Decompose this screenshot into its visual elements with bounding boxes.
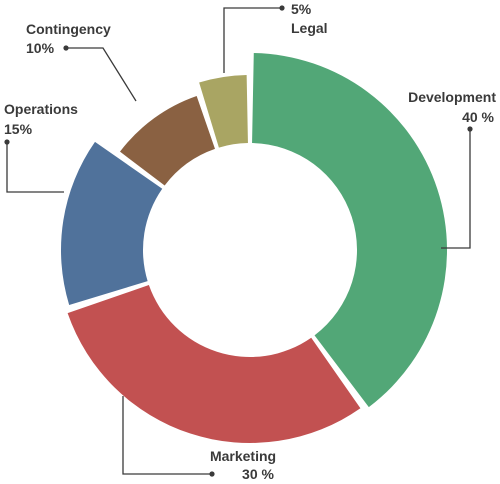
leader-line-marketing [122,396,212,475]
leader-dot-development [467,126,473,132]
label-operations-name: Operations [4,101,78,117]
slice-legal [199,75,248,148]
label-contingency-value: 10% [26,40,55,56]
slice-contingency [119,95,215,186]
leader-lines-group [4,5,473,477]
label-operations-value: 15% [4,121,33,137]
label-marketing-value: 30 % [242,466,274,482]
label-development-value: 40 % [462,109,494,125]
label-contingency-name: Contingency [26,21,111,37]
slice-development [252,53,447,408]
leader-line-legal [223,7,282,73]
leader-dot-legal [279,5,285,11]
label-legal-value: 5% [291,1,312,17]
label-development-name: Development [408,89,496,105]
leader-line-contingency [66,47,137,102]
label-marketing-name: Marketing [210,448,276,464]
slice-marketing [67,285,361,443]
leader-line-development [441,129,471,249]
label-legal-name: Legal [291,20,328,36]
leader-dot-operations [4,139,10,145]
leader-dot-marketing [209,471,215,477]
leader-line-operations [6,142,64,193]
slice-operations [60,141,163,305]
slices-group [60,53,447,443]
leader-dot-contingency [63,45,69,51]
